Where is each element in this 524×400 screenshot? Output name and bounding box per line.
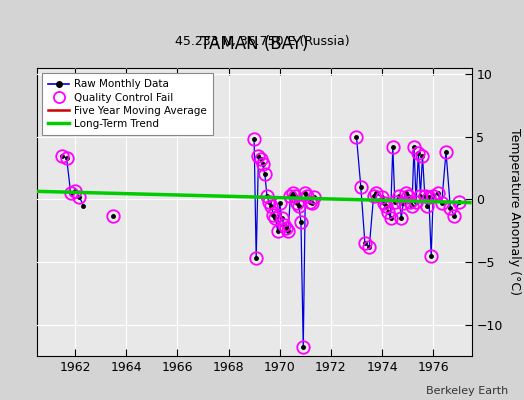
Text: 45.233 N, 36.750 E (Russia): 45.233 N, 36.750 E (Russia) xyxy=(174,36,350,48)
Title: TAMAN (BAY): TAMAN (BAY) xyxy=(200,34,308,52)
Legend: Raw Monthly Data, Quality Control Fail, Five Year Moving Average, Long-Term Tren: Raw Monthly Data, Quality Control Fail, … xyxy=(42,73,213,135)
Y-axis label: Temperature Anomaly (°C): Temperature Anomaly (°C) xyxy=(508,128,521,296)
Text: Berkeley Earth: Berkeley Earth xyxy=(426,386,508,396)
